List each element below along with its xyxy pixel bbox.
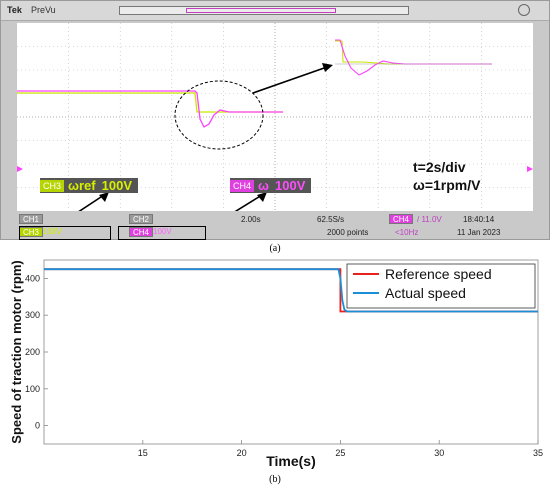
- zoom-arrow: [252, 66, 328, 94]
- legend-entry-label: Reference speed: [385, 266, 492, 282]
- scope-brand-label: Tek: [7, 5, 22, 15]
- record-points-readout: 2000 points: [327, 228, 369, 237]
- scope-waveforms: [17, 23, 533, 211]
- chart-legend: Reference speed Actual speed: [346, 263, 536, 309]
- series-line-actual-speed: [44, 268, 538, 313]
- ch1-button[interactable]: CH1: [19, 214, 44, 224]
- ch3-pointer-head-icon: [99, 192, 109, 202]
- ch3-legend: CH3 ωref 100V: [40, 178, 138, 193]
- legend-box: [346, 263, 536, 309]
- scope-status-bar: CH1 CH3 100V CH2 CH4 100V 2.00s 62.5S/s …: [17, 213, 533, 240]
- trigger-indicator-icon: [518, 4, 530, 16]
- caption-a: (a): [269, 243, 281, 254]
- ch3-highlight-box: [19, 226, 111, 240]
- scope-mode-label: PreVu: [31, 5, 56, 15]
- scope-top-bar: Tek PreVu: [1, 1, 549, 21]
- ch4-waveform: [17, 90, 283, 128]
- ch2-button[interactable]: CH2: [129, 214, 154, 224]
- y-axis-label: Speed of traction motor (rpm): [9, 260, 24, 443]
- x-tick-labels: 15 20 25 30 35: [138, 440, 543, 458]
- clock-date: 11 Jan 2023: [457, 228, 501, 237]
- x-axis-label: Time(s): [266, 453, 316, 469]
- y-tick-label: 200: [25, 347, 40, 357]
- speed-chart: 15 20 25 30 35 0 100 200 300 400 Time(s) Speed o…: [0, 255, 550, 473]
- record-length-bar: [119, 6, 409, 15]
- ch4-highlight-box: [118, 226, 206, 240]
- ch4-pointer-arrow: [234, 194, 263, 211]
- oscilloscope-screenshot: Tek PreVu: [0, 0, 550, 240]
- timebase-readout: 2.00s: [241, 215, 261, 224]
- y-tick-label: 100: [25, 384, 40, 394]
- x-tick-label: 35: [533, 448, 543, 458]
- ch3-pointer-arrow: [78, 194, 105, 211]
- y-tick-label: 0: [35, 421, 40, 431]
- ch4-legend-symbol: ω: [258, 178, 269, 193]
- zoom-ellipse: [174, 80, 264, 150]
- inset-ch4-waveform: [335, 39, 492, 76]
- ch3-waveform: [17, 92, 283, 113]
- ch3-legend-value: 100V: [101, 178, 132, 193]
- ch4-scale-readout: 100V: [153, 227, 172, 236]
- x-tick-label: 15: [138, 448, 148, 458]
- y-tick-label: 300: [25, 310, 40, 320]
- ch4-legend: CH4 ω 100V: [230, 178, 312, 193]
- chart-series-layer: [44, 268, 538, 313]
- scope-display: t=2s/div ω=1rpm/V CH3 ωref 100V CH4 ω 10…: [17, 23, 533, 211]
- record-view-window: [186, 8, 336, 13]
- zoom-arrow-head-icon: [322, 63, 333, 72]
- trigger-frequency-readout: <10Hz: [395, 228, 419, 237]
- timebase-annotation: t=2s/div: [413, 159, 466, 175]
- ch4-button[interactable]: CH4: [129, 227, 154, 237]
- ch4-pointer-head-icon: [257, 192, 267, 202]
- x-tick-label: 25: [335, 448, 345, 458]
- y-tick-labels: 0 100 200 300 400: [25, 273, 48, 431]
- trigger-level-readout: / 11.0V: [417, 215, 442, 224]
- sample-rate-readout: 62.5S/s: [317, 215, 345, 224]
- ch3-scale-readout: 100V: [43, 227, 62, 236]
- speed-chart-svg: 15 20 25 30 35 0 100 200 300 400 Time(s) Speed o…: [9, 259, 543, 469]
- legend-entry-label: Actual speed: [385, 285, 466, 301]
- ch4-right-marker-icon: [527, 166, 533, 172]
- trigger-channel-badge: CH4: [389, 214, 414, 224]
- x-tick-label: 30: [434, 448, 444, 458]
- y-tick-label: 400: [25, 273, 40, 283]
- caption-b: (b): [269, 474, 281, 485]
- ch3-legend-symbol: ωref: [68, 178, 96, 193]
- ch3-legend-tag: CH3: [40, 179, 65, 192]
- ch4-legend-value: 100V: [275, 178, 306, 193]
- scale-annotation: ω=1rpm/V: [413, 177, 481, 193]
- ch4-legend-tag: CH4: [230, 179, 255, 192]
- inset-ch3-waveform: [335, 40, 492, 65]
- x-tick-label: 20: [237, 448, 247, 458]
- ch4-marker-icon: [17, 166, 23, 172]
- clock-time: 18:40:14: [463, 215, 495, 224]
